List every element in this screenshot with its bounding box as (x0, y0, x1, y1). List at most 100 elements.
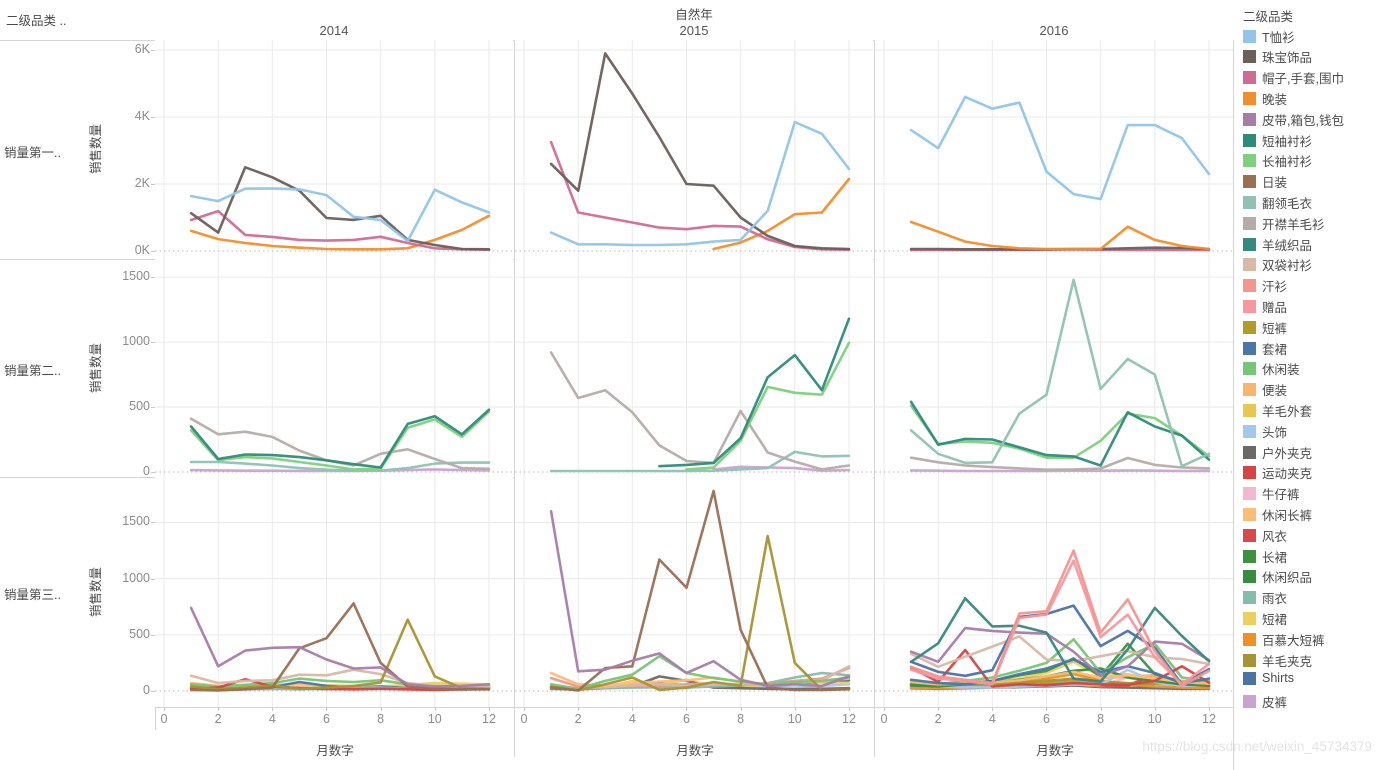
series-line-帽子,手套,围巾[interactable] (189, 209, 491, 251)
row-field-header[interactable]: 二级品类 .. (6, 14, 67, 28)
series-line-长袖衬衫[interactable] (909, 404, 1211, 459)
series-line-翻领毛衣[interactable] (189, 460, 491, 472)
series-line-日装[interactable] (549, 489, 851, 692)
legend-item-汗衫[interactable]: 汗衫 (1243, 276, 1287, 295)
series-line-皮带,箱包,钱包[interactable] (549, 509, 851, 688)
series-line-皮带,箱包,钱包[interactable] (909, 626, 1211, 678)
legend-item-雨衣[interactable]: 雨衣 (1243, 588, 1287, 607)
series-line-T恤衫[interactable] (189, 187, 491, 243)
legend-item-羊毛夹克[interactable]: 羊毛夹克 (1243, 651, 1312, 670)
legend-item-牛仔裤[interactable]: 牛仔裤 (1243, 484, 1300, 503)
panel-row1-2014 (155, 40, 513, 259)
y-tick-label: 0K (134, 243, 150, 257)
series-line-皮裤[interactable] (712, 465, 851, 472)
x-axis-title-col2: 月数字 (676, 744, 714, 758)
legend-swatch (1243, 279, 1256, 293)
series-line-开襟羊毛衫[interactable] (549, 351, 851, 471)
series-line-珠宝饰品[interactable] (549, 52, 851, 251)
legend-item-开襟羊毛衫[interactable]: 开襟羊毛衫 (1243, 214, 1325, 233)
legend-item-label: 休闲长裤 (1262, 508, 1313, 523)
series-line-长袖衬衫[interactable] (189, 410, 491, 471)
year-header-2015[interactable]: 2015 (679, 23, 709, 38)
x-tick-mark (578, 707, 580, 711)
y-tick-label: 0 (143, 464, 150, 478)
x-tick-mark (488, 707, 490, 711)
legend-item-长袖衬衫[interactable]: 长袖衬衫 (1243, 151, 1312, 170)
legend-item-label: 雨衣 (1262, 592, 1288, 607)
legend-swatch (1243, 133, 1256, 147)
x-tick-label: 0 (520, 712, 528, 726)
legend-item-晚装[interactable]: 晚装 (1243, 89, 1287, 108)
legend-item-风衣[interactable]: 风衣 (1243, 526, 1287, 545)
series-line-羊毛夹克[interactable] (189, 618, 491, 691)
legend-item-翻领毛衣[interactable]: 翻领毛衣 (1243, 193, 1312, 212)
series-line-短袖衬衫[interactable] (658, 317, 851, 468)
legend-item-百慕大短裤[interactable]: 百慕大短裤 (1243, 630, 1325, 649)
series-line-休闲装[interactable] (549, 654, 851, 691)
panel-row2-2015 (515, 259, 873, 477)
legend-swatch (1243, 487, 1256, 501)
legend-item-头饰[interactable]: 头饰 (1243, 422, 1287, 441)
row-label-3[interactable]: 销量第三.. (4, 588, 61, 602)
legend-item-休闲长裤[interactable]: 休闲长裤 (1243, 505, 1312, 524)
series-line-晚装[interactable] (189, 214, 491, 251)
series-line-汗衫[interactable] (909, 549, 1211, 688)
series-line-Shirts[interactable] (909, 604, 1211, 686)
legend-swatch (1243, 570, 1256, 584)
series-line-羊毛夹克[interactable] (549, 534, 851, 692)
series-line-运动夹克[interactable] (909, 648, 1211, 688)
series-line-珠宝饰品[interactable] (189, 166, 491, 251)
legend-swatch (1243, 362, 1256, 376)
legend-item-休闲织品[interactable]: 休闲织品 (1243, 567, 1312, 586)
legend-item-label: Shirts (1262, 671, 1294, 686)
legend-item-Shirts[interactable]: Shirts (1243, 671, 1294, 685)
legend-item-运动夹克[interactable]: 运动夹克 (1243, 463, 1312, 482)
series-line-羊绒织品[interactable] (909, 597, 1211, 683)
year-header-2016[interactable]: 2016 (1039, 23, 1069, 38)
series-line-日装[interactable] (189, 602, 491, 692)
legend-item-羊毛外套[interactable]: 羊毛外套 (1243, 401, 1312, 420)
legend-swatch (1243, 71, 1256, 85)
legend-item-羊绒织品[interactable]: 羊绒织品 (1243, 235, 1312, 254)
legend-item-帽子,手套,围巾[interactable]: 帽子,手套,围巾 (1243, 68, 1344, 87)
series-line-帽子,手套,围巾[interactable] (549, 140, 851, 251)
x-tick-mark (1100, 707, 1102, 711)
row-label-1[interactable]: 销量第一.. (4, 146, 61, 160)
legend-item-赠品[interactable]: 赠品 (1243, 297, 1287, 316)
legend-item-短裙[interactable]: 短裙 (1243, 609, 1287, 628)
series-line-T恤衫[interactable] (909, 95, 1211, 201)
year-header-2014[interactable]: 2014 (319, 23, 349, 38)
series-line-T恤衫[interactable] (549, 120, 851, 247)
legend-item-label: 翻领毛衣 (1262, 196, 1313, 211)
series-line-晚装[interactable] (712, 177, 851, 251)
series-line-皮带,箱包,钱包[interactable] (189, 606, 491, 688)
series-line-晚装[interactable] (909, 220, 1211, 251)
legend-item-label: 汗衫 (1262, 280, 1288, 295)
y-tick-mark (151, 407, 155, 409)
series-line-翻领毛衣[interactable] (549, 450, 851, 473)
legend-item-label: 短裤 (1262, 321, 1288, 336)
series-line-开襟羊毛衫[interactable] (909, 456, 1211, 471)
row-label-2[interactable]: 销量第二.. (4, 364, 61, 378)
legend-item-珠宝饰品[interactable]: 珠宝饰品 (1243, 47, 1312, 66)
series-line-短袖衬衫[interactable] (189, 408, 491, 469)
legend-item-短袖衬衫[interactable]: 短袖衬衫 (1243, 131, 1312, 150)
legend-item-双袋衬衫[interactable]: 双袋衬衫 (1243, 255, 1312, 274)
legend-item-皮带,箱包,钱包[interactable]: 皮带,箱包,钱包 (1243, 110, 1344, 129)
x-tick-label: 12 (842, 712, 856, 726)
legend-item-短裤[interactable]: 短裤 (1243, 318, 1287, 337)
legend-item-日装[interactable]: 日装 (1243, 172, 1287, 191)
legend-item-长裙[interactable]: 长裙 (1243, 547, 1287, 566)
series-line-短袖衬衫[interactable] (909, 400, 1211, 467)
legend-item-便装[interactable]: 便装 (1243, 380, 1287, 399)
legend-item-套裙[interactable]: 套裙 (1243, 339, 1287, 358)
series-line-套裙[interactable] (909, 658, 1211, 686)
x-tick-label: 6 (1042, 712, 1050, 726)
series-line-翻领毛衣[interactable] (909, 278, 1211, 468)
legend-item-皮裤[interactable]: 皮裤 (1243, 692, 1287, 711)
legend-item-户外夹克[interactable]: 户外夹克 (1243, 443, 1312, 462)
series-line-长袖衬衫[interactable] (685, 341, 851, 471)
y-tick-label: 500 (129, 626, 150, 641)
legend-item-T恤衫[interactable]: T恤衫 (1243, 27, 1295, 46)
legend-item-休闲装[interactable]: 休闲装 (1243, 359, 1300, 378)
